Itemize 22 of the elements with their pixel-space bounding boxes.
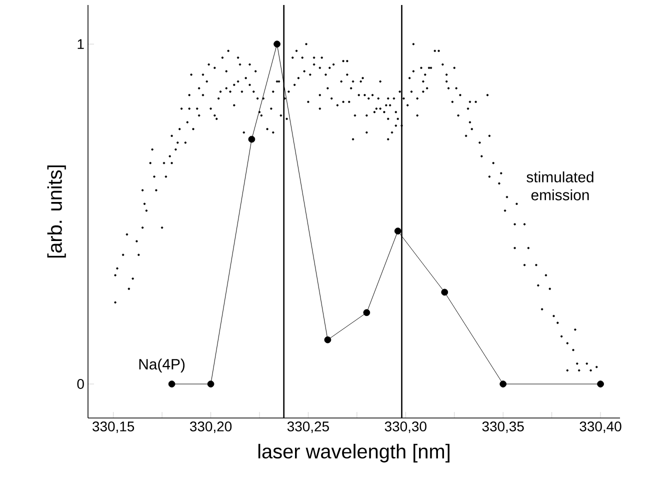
x-tick-label: 330,15	[92, 422, 134, 434]
series-label: Na(4P)	[139, 358, 185, 372]
x-axis-title: laser wavelength [nm]	[258, 444, 450, 462]
point	[441, 288, 448, 296]
x-tick-label: 330,25	[287, 422, 329, 434]
x-tick-label: 330,35	[482, 422, 524, 434]
point	[207, 380, 214, 388]
series-label: stimulated emission	[526, 171, 594, 200]
point	[363, 309, 370, 316]
point	[248, 136, 256, 143]
point	[500, 380, 507, 388]
point	[394, 228, 402, 234]
y-axis-title: [arb. units]	[47, 166, 66, 258]
x-tick-label: 330,30	[384, 422, 426, 434]
point	[274, 40, 280, 48]
x-tick-label: 330,40	[580, 422, 622, 434]
x-tick-label: 330,20	[190, 422, 232, 434]
point	[597, 380, 604, 388]
point	[324, 336, 332, 344]
point	[168, 380, 176, 388]
y-tick-label: 0	[77, 379, 84, 389]
y-tick-label: 1	[78, 39, 84, 49]
